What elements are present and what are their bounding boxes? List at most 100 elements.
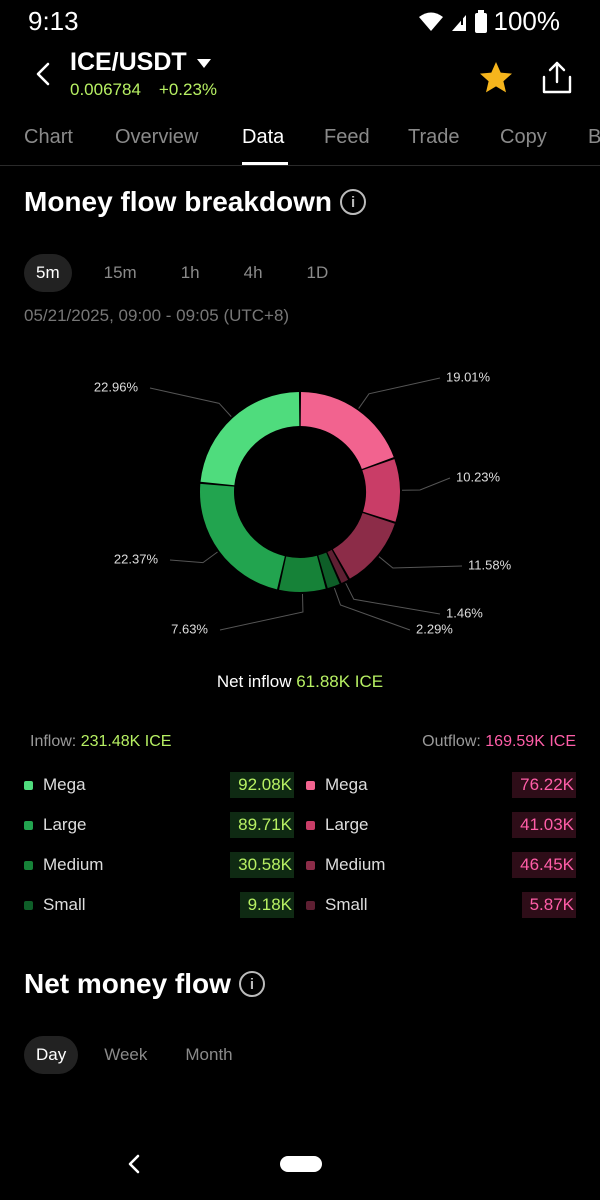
net-inflow-value: 61.88K ICE — [296, 672, 384, 691]
donut-percent-label: 2.29% — [416, 621, 453, 636]
donut-percent-label: 11.58% — [468, 557, 512, 572]
donut-percent-label: 22.96% — [94, 379, 139, 394]
outflow-row-small: Small 5.87K — [306, 892, 576, 918]
info-icon[interactable]: i — [340, 189, 367, 215]
period-day[interactable]: Day — [24, 1036, 79, 1074]
status-icons: 100% — [418, 6, 561, 37]
pair-selector[interactable]: ICE/USDT — [70, 48, 211, 77]
outflow-color-swatch — [306, 900, 315, 910]
donut-leader-line — [149, 387, 232, 417]
last-price: 0.006784 — [70, 80, 141, 99]
period-month[interactable]: Month — [185, 1045, 233, 1064]
donut-leader-line — [333, 587, 411, 631]
outflow-category-name: Small — [325, 895, 368, 914]
donut-leader-line — [378, 556, 463, 569]
info-icon[interactable]: i — [238, 971, 265, 997]
tab-overview[interactable]: Overview — [115, 126, 199, 148]
outflow-color-swatch — [306, 820, 315, 830]
period-week[interactable]: Week — [104, 1045, 148, 1064]
inflow-color-swatch — [24, 820, 33, 830]
donut-slice-outflow-mega — [300, 392, 394, 469]
inflow-category-name: Large — [43, 815, 87, 834]
inflow-category-name: Small — [43, 895, 86, 914]
donut-leader-line — [169, 551, 218, 564]
system-nav-bar — [0, 1140, 600, 1200]
status-time: 9:13 — [28, 6, 79, 36]
inflow-category-value: 89.71K — [230, 812, 294, 838]
price-info: 0.006784 +0.23% — [70, 80, 217, 100]
pair-name: ICE/USDT — [70, 48, 187, 76]
tab-feed[interactable]: Feed — [324, 126, 370, 148]
donut-leader-line — [219, 593, 304, 631]
period-15m[interactable]: 15m — [103, 263, 137, 282]
outflow-category-name: Mega — [325, 775, 368, 794]
donut-percent-label: 10.23% — [456, 469, 501, 484]
inflow-row-small: Small 9.18K — [24, 892, 294, 918]
net-flow-period-selector: Day Week Month — [24, 1036, 259, 1074]
breakdown-period-selector: 5m 15m 1h 4h 1D — [24, 254, 360, 292]
inflow-row-mega: Mega 92.08K — [24, 772, 294, 798]
outflow-total: Outflow: 169.59K ICE — [422, 733, 576, 751]
period-4h[interactable]: 4h — [243, 263, 263, 282]
inflow-category-name: Mega — [43, 775, 86, 794]
inflow-total: Inflow: 231.48K ICE — [30, 733, 171, 751]
net-inflow-label: Net inflow — [216, 672, 292, 691]
inflow-category-name: Medium — [43, 855, 104, 874]
share-icon[interactable] — [540, 60, 574, 96]
outflow-category-value: 76.22K — [512, 772, 576, 798]
outflow-row-mega: Mega 76.22K — [306, 772, 576, 798]
donut-percent-label: 19.01% — [446, 369, 491, 384]
signal-icon — [451, 14, 466, 31]
inflow-row-large: Large 89.71K — [24, 812, 294, 838]
back-arrow-icon[interactable] — [28, 58, 60, 90]
chevron-down-icon — [196, 59, 211, 68]
inflow-category-value: 92.08K — [230, 772, 294, 798]
donut-leader-line — [358, 377, 441, 409]
header: ICE/USDT 0.006784 +0.23% — [0, 42, 600, 108]
nav-home-pill[interactable] — [280, 1156, 322, 1172]
donut-leader-line — [345, 582, 441, 615]
status-bar: 9:13 100% — [0, 0, 600, 42]
inflow-color-swatch — [24, 900, 33, 910]
tab-bar: Chart Overview Data Feed Trade Copy B — [0, 116, 600, 166]
active-tab-indicator — [242, 162, 288, 165]
outflow-category-name: Medium — [325, 855, 386, 874]
inflow-value: 231.48K ICE — [80, 733, 172, 750]
tab-data[interactable]: Data — [242, 126, 285, 148]
nav-back-icon[interactable] — [124, 1152, 144, 1176]
battery-percent: 100% — [493, 6, 561, 36]
outflow-category-value: 41.03K — [512, 812, 576, 838]
tab-copy[interactable]: Copy — [500, 126, 547, 148]
tab-more[interactable]: B — [588, 126, 600, 148]
donut-percent-label: 1.46% — [446, 605, 483, 620]
outflow-row-medium: Medium 46.45K — [306, 852, 576, 878]
inflow-label: Inflow: — [30, 733, 77, 750]
donut-slice-outflow-small — [327, 549, 349, 583]
inflow-category-value: 9.18K — [239, 892, 294, 918]
tab-trade[interactable]: Trade — [408, 126, 460, 148]
favorite-star-icon[interactable] — [478, 60, 514, 96]
outflow-category-name: Large — [325, 815, 369, 834]
donut-percent-label: 7.63% — [171, 621, 208, 636]
inflow-row-medium: Medium 30.58K — [24, 852, 294, 878]
breakdown-header: Money flow breakdown i — [24, 186, 367, 218]
tab-chart[interactable]: Chart — [24, 126, 73, 148]
net-flow-title: Net money flow — [24, 968, 231, 999]
donut-slice-outflow-medium — [332, 512, 395, 579]
donut-slice-inflow-mega — [200, 392, 300, 486]
period-5m[interactable]: 5m — [24, 254, 72, 292]
price-change: +0.23% — [158, 80, 218, 99]
donut-percent-label: 22.37% — [114, 551, 159, 566]
date-range: 05/21/2025, 09:00 - 09:05 (UTC+8) — [24, 306, 290, 325]
outflow-value: 169.59K ICE — [485, 733, 576, 750]
period-1d[interactable]: 1D — [306, 263, 329, 282]
inflow-category-value: 30.58K — [230, 852, 294, 878]
inflow-color-swatch — [24, 860, 33, 870]
donut-slice-inflow-large — [200, 483, 285, 590]
outflow-color-swatch — [306, 780, 315, 790]
outflow-color-swatch — [306, 860, 315, 870]
battery-icon — [474, 9, 487, 33]
money-flow-donut-chart: 19.01% 10.23% 11.58% 1.46%2.29% 7.63% 22.37% 2… — [94, 369, 512, 636]
donut-slice-outflow-large — [362, 459, 400, 522]
period-1h[interactable]: 1h — [180, 263, 200, 282]
